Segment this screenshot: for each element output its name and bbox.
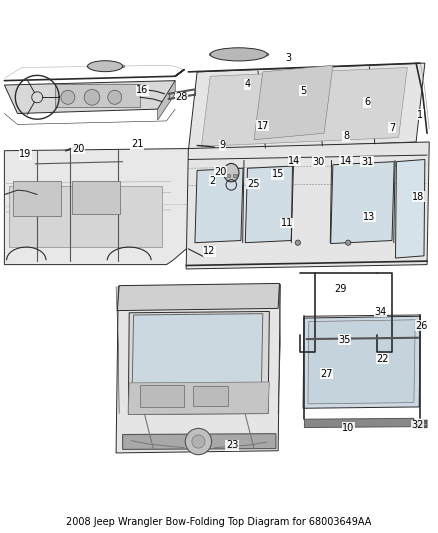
Ellipse shape bbox=[210, 48, 267, 61]
Text: 9: 9 bbox=[219, 141, 226, 150]
Bar bbox=[13, 181, 61, 216]
Polygon shape bbox=[128, 311, 269, 414]
Text: 10: 10 bbox=[342, 423, 354, 433]
Text: 2: 2 bbox=[209, 175, 215, 185]
Text: 22: 22 bbox=[376, 354, 389, 364]
Circle shape bbox=[84, 90, 100, 105]
Text: 1: 1 bbox=[417, 110, 424, 120]
Bar bbox=[233, 174, 237, 177]
Text: 34: 34 bbox=[374, 307, 386, 317]
Text: 20: 20 bbox=[215, 167, 227, 177]
Bar bbox=[9, 186, 162, 247]
Polygon shape bbox=[116, 284, 280, 453]
Polygon shape bbox=[188, 63, 425, 151]
Text: 5: 5 bbox=[300, 86, 306, 96]
Bar bbox=[55, 84, 140, 107]
Text: 20: 20 bbox=[72, 143, 84, 154]
Text: 28: 28 bbox=[176, 92, 188, 102]
Polygon shape bbox=[123, 434, 276, 449]
Polygon shape bbox=[331, 161, 394, 244]
Circle shape bbox=[346, 158, 351, 163]
Text: 32: 32 bbox=[411, 421, 424, 430]
Text: 15: 15 bbox=[272, 169, 284, 180]
Polygon shape bbox=[308, 320, 415, 404]
Circle shape bbox=[295, 158, 300, 163]
Polygon shape bbox=[158, 80, 175, 120]
Text: 4: 4 bbox=[244, 79, 251, 89]
Text: 6: 6 bbox=[364, 97, 370, 107]
Circle shape bbox=[108, 90, 122, 104]
Text: 11: 11 bbox=[281, 218, 293, 228]
Ellipse shape bbox=[224, 164, 239, 182]
Text: 26: 26 bbox=[416, 321, 428, 331]
Text: 27: 27 bbox=[320, 369, 332, 378]
Polygon shape bbox=[117, 284, 279, 311]
Text: 3: 3 bbox=[285, 53, 291, 63]
Circle shape bbox=[295, 240, 300, 245]
Bar bbox=[72, 181, 120, 214]
Text: 31: 31 bbox=[361, 157, 373, 167]
Text: 2008 Jeep Wrangler Bow-Folding Top Diagram for 68003649AA: 2008 Jeep Wrangler Bow-Folding Top Diagr… bbox=[66, 518, 372, 527]
Text: 12: 12 bbox=[203, 246, 215, 256]
Polygon shape bbox=[4, 149, 191, 264]
Text: 30: 30 bbox=[312, 157, 325, 167]
Bar bbox=[140, 385, 184, 407]
Bar bbox=[193, 386, 228, 406]
Polygon shape bbox=[186, 142, 429, 269]
Text: 19: 19 bbox=[19, 149, 32, 159]
Text: 14: 14 bbox=[288, 156, 300, 166]
Polygon shape bbox=[201, 68, 407, 147]
Text: 17: 17 bbox=[257, 121, 269, 131]
Text: 23: 23 bbox=[226, 440, 238, 450]
Polygon shape bbox=[195, 168, 243, 243]
Text: 16: 16 bbox=[136, 85, 148, 95]
Polygon shape bbox=[132, 313, 263, 384]
Text: 35: 35 bbox=[339, 335, 351, 345]
Text: 8: 8 bbox=[343, 131, 349, 141]
Polygon shape bbox=[245, 166, 293, 243]
Text: 14: 14 bbox=[340, 156, 352, 166]
Text: 13: 13 bbox=[363, 212, 375, 222]
Polygon shape bbox=[4, 80, 175, 114]
Text: 25: 25 bbox=[247, 179, 259, 189]
Text: 18: 18 bbox=[412, 192, 424, 201]
Ellipse shape bbox=[88, 61, 123, 71]
Circle shape bbox=[346, 240, 351, 245]
Circle shape bbox=[192, 435, 205, 448]
Polygon shape bbox=[396, 159, 425, 258]
Text: 7: 7 bbox=[389, 123, 395, 133]
Text: 29: 29 bbox=[335, 284, 347, 294]
Polygon shape bbox=[254, 66, 333, 140]
Polygon shape bbox=[303, 316, 420, 408]
Polygon shape bbox=[304, 418, 414, 427]
Circle shape bbox=[61, 90, 75, 104]
Polygon shape bbox=[415, 420, 427, 429]
Polygon shape bbox=[128, 382, 269, 414]
Circle shape bbox=[185, 429, 212, 455]
Text: 21: 21 bbox=[131, 139, 143, 149]
Bar bbox=[226, 174, 230, 177]
